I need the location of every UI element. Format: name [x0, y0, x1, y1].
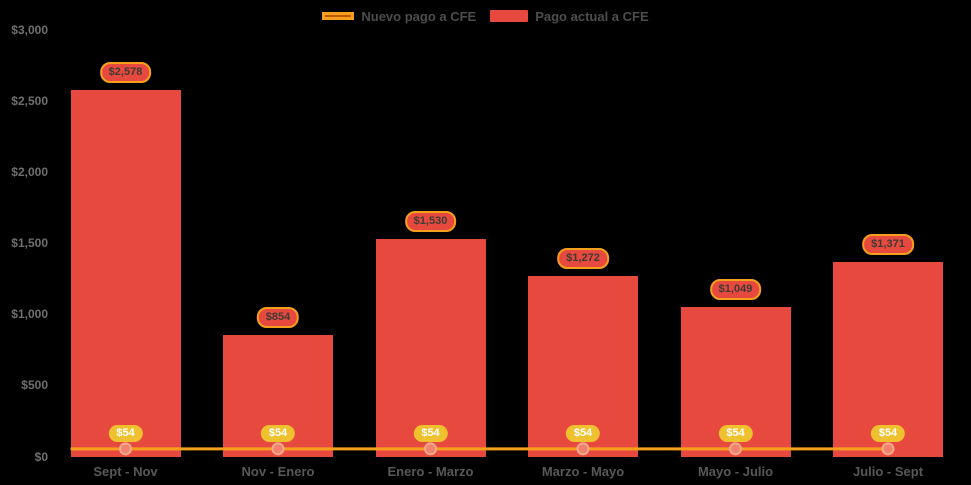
y-axis-label: $2,000 [11, 165, 48, 180]
bar-value-badge: $1,530 [404, 211, 457, 232]
line-value-badge: $54 [413, 425, 448, 442]
bar-0[interactable] [70, 90, 181, 457]
line-marker-1[interactable] [271, 442, 285, 456]
legend: Nuevo pago a CFE Pago actual a CFE [0, 6, 971, 26]
line-value-badge: $54 [718, 425, 753, 442]
line-value-badge: $54 [870, 425, 906, 442]
legend-line-swatch-icon [322, 12, 355, 20]
line-marker-2[interactable] [424, 442, 437, 456]
legend-item-nuevo-pago[interactable]: Nuevo pago a CFE [322, 9, 476, 24]
y-axis-label: $3,000 [11, 23, 48, 37]
x-axis-label: Julio - Sept [852, 464, 924, 479]
line-value-badge: $54 [260, 425, 296, 442]
x-axis-label: Enero - Marzo [387, 464, 474, 479]
bar-value-badge: $854 [256, 307, 300, 329]
bar-value-badge: $1,049 [709, 279, 762, 301]
x-axis-label: Sept - Nov [93, 464, 158, 479]
line-marker-0[interactable] [119, 442, 132, 456]
legend-label-nuevo-pago: Nuevo pago a CFE [361, 8, 477, 24]
y-axis-label: $2,500 [11, 94, 48, 109]
legend-item-pago-actual[interactable]: Pago actual a CFE [490, 8, 649, 24]
legend-bar-swatch-icon [490, 10, 529, 22]
bar-5[interactable] [833, 261, 943, 457]
x-axis-label: Nov - Enero [241, 464, 315, 479]
bar-value-badge: $1,371 [862, 233, 914, 255]
line-value-badge: $54 [565, 425, 601, 442]
y-axis-label: $1,000 [11, 307, 48, 322]
y-axis-label: $500 [21, 378, 48, 393]
x-axis-label: Marzo - Mayo [541, 464, 625, 479]
y-axis-label: $1,500 [11, 236, 48, 251]
y-axis-label: $0 [34, 449, 48, 464]
legend-label-pago-actual: Pago actual a CFE [535, 8, 649, 24]
line-marker-5[interactable] [881, 442, 895, 456]
line-value-badge: $54 [108, 425, 143, 442]
bar-value-badge: $2,578 [99, 62, 152, 83]
bar-value-badge: $1,272 [557, 247, 609, 269]
line-marker-3[interactable] [576, 442, 590, 456]
y-axis: $3,000 $2,500 $2,000 $1,500 $1,000 $500 $0 [0, 0, 48, 485]
x-axis-label: Mayo - Julio [697, 464, 774, 479]
line-marker-4[interactable] [729, 442, 742, 456]
bar-2[interactable] [375, 239, 486, 457]
